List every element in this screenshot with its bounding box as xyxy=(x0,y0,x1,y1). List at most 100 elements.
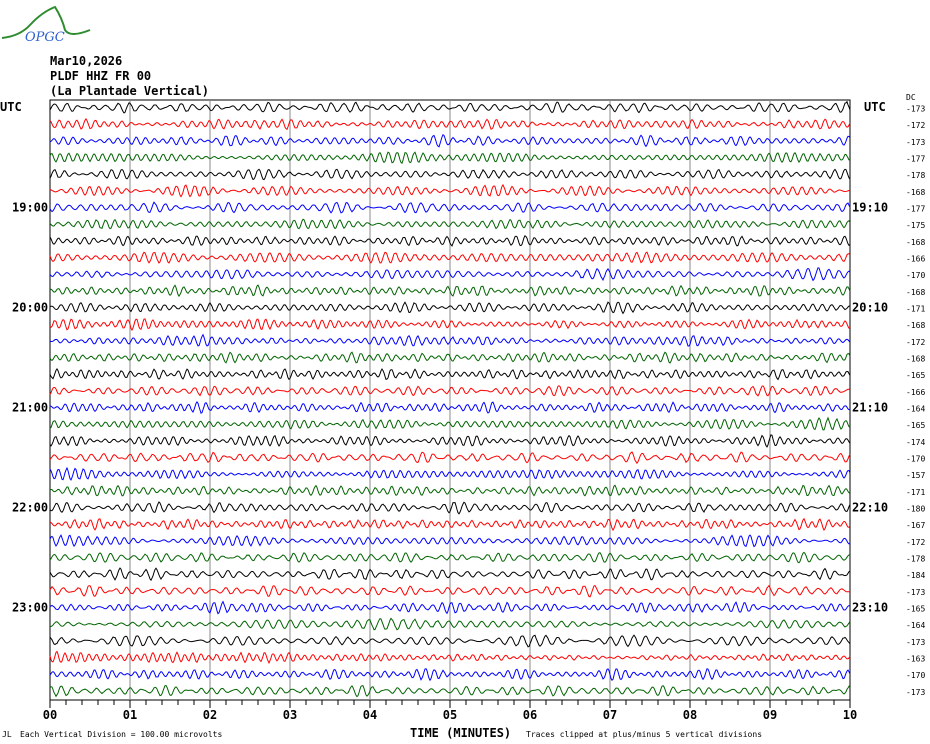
x-tick-label: 09 xyxy=(763,708,777,722)
seismic-trace xyxy=(49,301,851,315)
dc-offset-label: -157 xyxy=(906,471,925,480)
dc-offset-label: -172 xyxy=(906,121,925,130)
dc-offset-label: -173 xyxy=(906,638,925,647)
seismic-trace xyxy=(49,218,851,230)
dc-offset-label: -164 xyxy=(906,621,925,630)
seismic-trace xyxy=(49,385,851,397)
right-utc-title: UTC xyxy=(864,100,886,114)
dc-offset-label: -173 xyxy=(906,105,925,114)
seismic-trace xyxy=(49,235,851,247)
station-location: (La Plantade Vertical) xyxy=(50,84,209,98)
seismic-trace xyxy=(49,534,851,548)
dc-offset-label: -177 xyxy=(906,155,925,164)
dc-offset-label: -178 xyxy=(906,171,925,180)
dc-title: DC xyxy=(906,93,916,102)
seismic-trace xyxy=(49,634,851,648)
dc-offset-label: -165 xyxy=(906,421,925,430)
dc-offset-label: -180 xyxy=(906,505,925,514)
clip-note: Traces clipped at plus/minus 5 vertical … xyxy=(526,730,762,739)
seismic-trace xyxy=(49,484,851,497)
dc-offset-label: -168 xyxy=(906,321,925,330)
station-code: PLDF HHZ FR 00 xyxy=(50,69,152,83)
corner-mark: JL xyxy=(2,730,12,739)
dc-offset-label: -166 xyxy=(906,388,925,397)
right-time-label: 22:10 xyxy=(852,501,888,515)
dc-offset-label: -171 xyxy=(906,305,925,314)
x-tick-label: 01 xyxy=(123,708,137,722)
seismic-trace xyxy=(49,668,851,682)
dc-offset-label: -164 xyxy=(906,405,925,414)
dc-offset-label: -173 xyxy=(906,138,925,147)
dc-offset-label: -168 xyxy=(906,238,925,247)
x-tick-label: 00 xyxy=(43,708,57,722)
dc-offset-label: -172 xyxy=(906,338,925,347)
dc-offset-label: -165 xyxy=(906,605,925,614)
left-utc-title: UTC xyxy=(0,100,22,114)
seismic-trace xyxy=(49,434,851,448)
seismic-trace xyxy=(49,401,851,414)
seismic-trace xyxy=(49,466,851,481)
logo-text: OPGC xyxy=(25,30,65,45)
dc-offset-label: -173 xyxy=(906,688,925,697)
dc-offset-label: -166 xyxy=(906,255,925,264)
dc-offset-label: -177 xyxy=(906,205,925,214)
dc-offset-label: -170 xyxy=(906,271,925,280)
seismic-trace xyxy=(49,267,851,282)
seismic-trace xyxy=(49,650,851,665)
dc-offset-label: -168 xyxy=(906,355,925,364)
seismic-trace xyxy=(49,183,851,198)
seismic-trace xyxy=(49,333,851,347)
dc-offset-label: -175 xyxy=(906,221,925,230)
dc-offset-label: -172 xyxy=(906,538,925,547)
seismic-trace xyxy=(49,168,851,181)
x-axis-label: TIME (MINUTES) xyxy=(410,726,511,740)
x-tick-label: 02 xyxy=(203,708,217,722)
dc-offset-label: -168 xyxy=(906,188,925,197)
opgc-logo: OPGC xyxy=(1,5,91,45)
dc-offset-label: -165 xyxy=(906,371,925,380)
seismic-trace xyxy=(49,684,851,698)
x-tick-label: 08 xyxy=(683,708,697,722)
left-time-label: 22:00 xyxy=(12,501,48,515)
dc-offset-label: -170 xyxy=(906,455,925,464)
dc-offset-label: -173 xyxy=(906,588,925,597)
x-tick-label: 07 xyxy=(603,708,617,722)
dc-offset-label: -171 xyxy=(906,488,925,497)
left-time-label: 19:00 xyxy=(12,201,48,215)
seismic-trace xyxy=(49,201,851,214)
dc-offset-label: -184 xyxy=(906,571,925,580)
seismic-trace xyxy=(49,251,851,264)
dc-offset-label: -170 xyxy=(906,671,925,680)
chart-date: Mar10,2026 xyxy=(50,54,123,68)
dc-offset-label: -178 xyxy=(906,555,925,564)
seismic-trace xyxy=(49,551,851,564)
left-time-label: 20:00 xyxy=(12,301,48,315)
right-time-label: 19:10 xyxy=(852,201,888,215)
seismic-trace xyxy=(49,367,851,381)
seismic-trace xyxy=(49,567,851,582)
right-time-label: 23:10 xyxy=(852,601,888,615)
seismic-trace xyxy=(49,600,851,615)
seismic-trace xyxy=(50,617,851,631)
seismic-trace xyxy=(49,318,851,332)
seismic-trace xyxy=(49,416,851,431)
x-tick-label: 03 xyxy=(283,708,297,722)
x-tick-label: 05 xyxy=(443,708,457,722)
left-time-label: 21:00 xyxy=(12,401,48,415)
dc-offset-label: -168 xyxy=(906,288,925,297)
seismic-trace xyxy=(49,100,851,114)
x-tick-label: 04 xyxy=(363,708,377,722)
x-tick-label: 10 xyxy=(843,708,857,722)
seismic-trace xyxy=(49,351,851,364)
logo-curve xyxy=(1,5,91,39)
seismic-trace xyxy=(49,284,851,298)
dc-offset-label: -174 xyxy=(906,438,925,447)
seismic-trace xyxy=(49,133,851,148)
dc-offset-label: -163 xyxy=(906,655,925,664)
seismic-trace xyxy=(49,451,851,465)
seismic-trace xyxy=(49,584,850,598)
seismic-trace xyxy=(49,517,851,532)
seismic-trace xyxy=(49,151,851,165)
dc-offset-label: -167 xyxy=(906,521,925,530)
